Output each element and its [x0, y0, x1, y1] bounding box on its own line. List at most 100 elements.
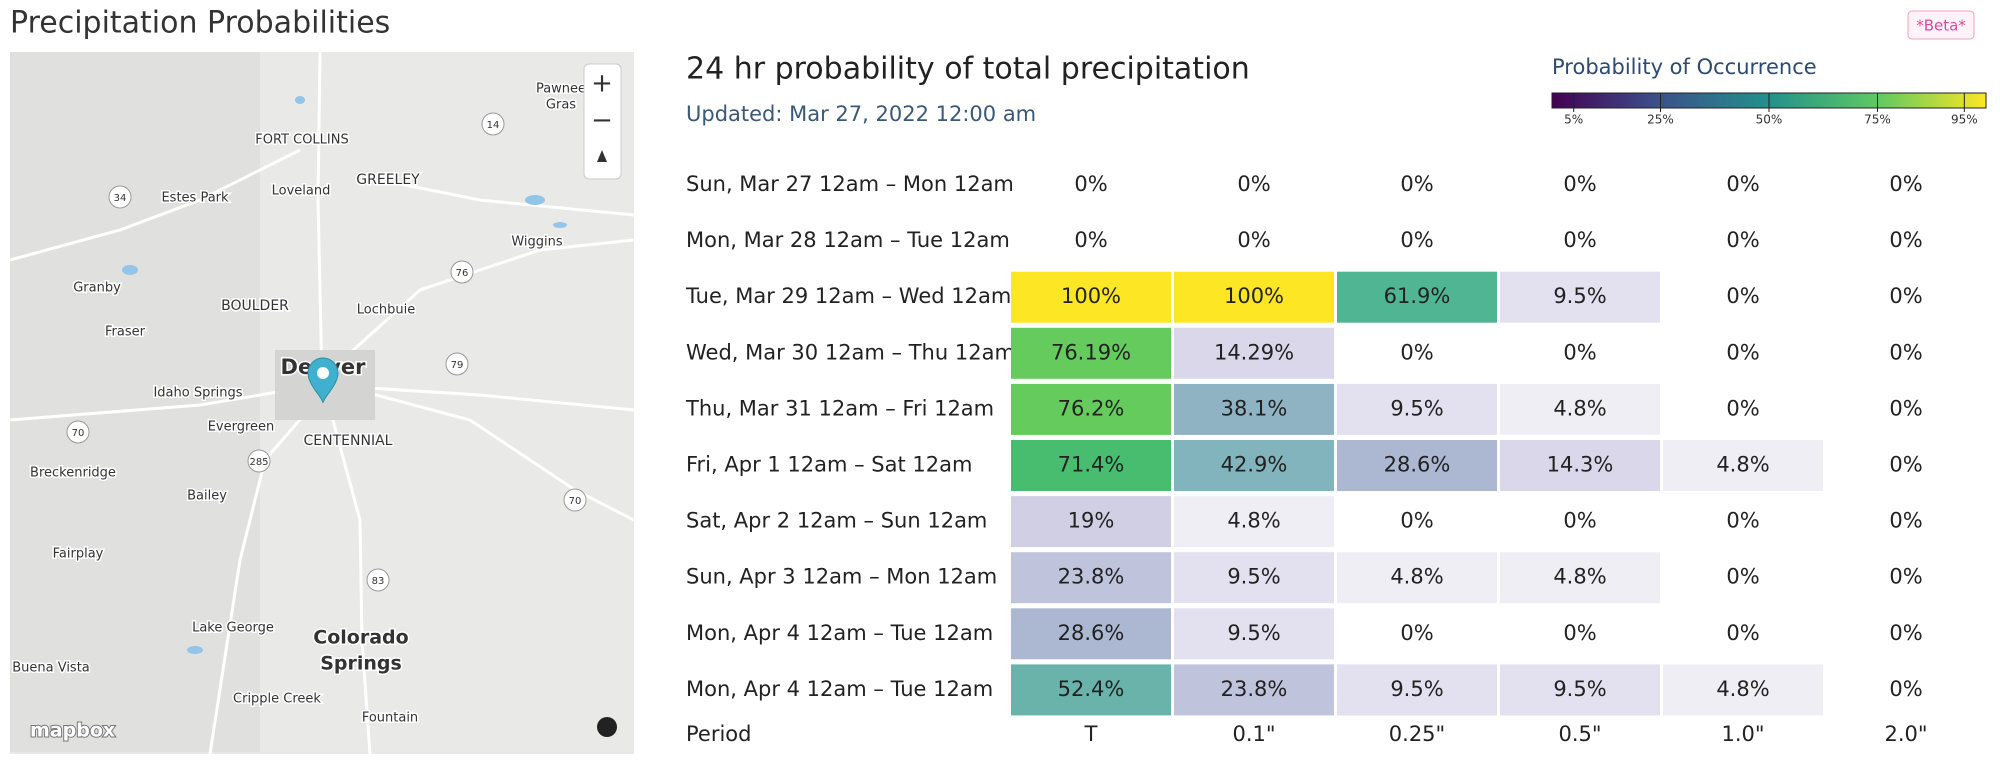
map-attribution: mapbox — [30, 720, 115, 742]
probability-value: 52.4% — [1058, 677, 1125, 701]
probability-value: 9.5% — [1553, 284, 1606, 308]
map[interactable]: FORT COLLINS GREELEY Loveland Estes Park Wig… — [10, 52, 634, 754]
map-label: Evergreen — [208, 420, 275, 435]
road-shield — [481, 112, 505, 136]
probability-cell — [1011, 271, 1171, 323]
probability-cell — [1011, 383, 1171, 435]
probability-cell — [1174, 664, 1334, 716]
probability-value: 0% — [1726, 340, 1759, 364]
road-shield — [66, 420, 90, 444]
map-label: Wiggins — [511, 235, 563, 250]
probability-cell — [1174, 383, 1334, 435]
zoom-controls — [583, 63, 622, 180]
probability-value: 0% — [1237, 172, 1270, 196]
probability-value: 0% — [1563, 621, 1596, 645]
probability-value: 0% — [1074, 228, 1107, 252]
period-label: Tue, Mar 29 12am – Wed 12am — [685, 284, 1011, 308]
probability-cell — [1337, 552, 1497, 604]
pin-dot — [317, 367, 329, 379]
probability-value: 4.8% — [1227, 509, 1280, 533]
map-label: Granby — [73, 281, 121, 296]
probability-cell — [1500, 664, 1660, 716]
probability-value: 0% — [1400, 509, 1433, 533]
column-header: T — [1084, 722, 1098, 746]
map-label: Loveland — [272, 184, 331, 199]
probability-value: 0% — [1563, 509, 1596, 533]
column-header: 2.0" — [1884, 722, 1927, 746]
probability-value: 0% — [1889, 621, 1922, 645]
road-shield-label: 285 — [249, 457, 268, 468]
probability-cell — [1174, 327, 1334, 379]
probability-value: 0% — [1074, 172, 1107, 196]
probability-value: 0% — [1726, 621, 1759, 645]
probability-value: 9.5% — [1390, 396, 1443, 420]
probability-cell — [1500, 552, 1660, 604]
road-shield — [247, 449, 271, 473]
probability-value: 23.8% — [1058, 565, 1125, 589]
location-pin[interactable] — [307, 357, 339, 404]
page-title: Precipitation Probabilities — [10, 6, 390, 41]
probability-value: 0% — [1889, 677, 1922, 701]
probability-cell — [1174, 440, 1334, 491]
road-shield-label: 70 — [569, 496, 582, 507]
probability-value: 4.8% — [1716, 453, 1769, 477]
lakes — [122, 96, 567, 654]
probability-cell — [1500, 383, 1660, 435]
probability-value: 19% — [1068, 509, 1115, 533]
map-label: Breckenridge — [30, 466, 116, 481]
beta-badge-text: *Beta* — [1916, 17, 1966, 35]
map-label: Lochbuie — [357, 303, 415, 318]
probability-cell — [1174, 496, 1334, 548]
probability-value: 9.5% — [1227, 621, 1280, 645]
map-label: Colorado — [313, 627, 408, 649]
probability-value: 0% — [1889, 565, 1922, 589]
road-shield-label: 70 — [72, 428, 85, 439]
map-label: Lake George — [192, 621, 274, 636]
road-shield-label: 76 — [456, 268, 469, 279]
probability-cell — [1663, 440, 1823, 491]
probability-value: 0% — [1563, 172, 1596, 196]
map-label: Bailey — [187, 489, 227, 504]
compass[interactable] — [597, 150, 607, 162]
probability-cell — [1011, 552, 1171, 604]
period-label: Sat, Apr 2 12am – Sun 12am — [686, 509, 987, 533]
probability-value: 0% — [1563, 340, 1596, 364]
period-label: Thu, Mar 31 12am – Fri 12am — [685, 396, 994, 420]
probability-value: 0% — [1889, 228, 1922, 252]
probability-value: 0% — [1726, 509, 1759, 533]
map-label: Fraser — [105, 325, 146, 340]
probability-value: 4.8% — [1390, 565, 1443, 589]
map-label: Buena Vista — [12, 661, 90, 676]
period-label: Mon, Mar 28 12am – Tue 12am — [686, 228, 1010, 252]
road-shield — [445, 352, 469, 376]
probability-value: 9.5% — [1553, 677, 1606, 701]
probability-cell — [1174, 608, 1334, 660]
info-button[interactable] — [597, 717, 617, 737]
probability-cell — [1011, 496, 1171, 548]
zoom-in[interactable]: + — [591, 69, 613, 99]
column-header: 0.25" — [1389, 722, 1445, 746]
probability-value: 28.6% — [1384, 453, 1451, 477]
probability-value: 0% — [1563, 228, 1596, 252]
probability-value: 0% — [1889, 396, 1922, 420]
probability-value: 0% — [1726, 396, 1759, 420]
probability-value: 0% — [1400, 340, 1433, 364]
probability-cell — [1337, 664, 1497, 716]
road-shield-label: 34 — [114, 193, 127, 204]
probability-value: 0% — [1889, 453, 1922, 477]
probability-cell — [1011, 664, 1171, 716]
probability-value: 76.19% — [1051, 340, 1131, 364]
zoom-out[interactable]: − — [591, 106, 613, 136]
roads — [10, 52, 634, 754]
probability-value: 0% — [1726, 172, 1759, 196]
map-label: GREELEY — [356, 172, 420, 188]
probability-value: 4.8% — [1553, 396, 1606, 420]
period-label: Sun, Apr 3 12am – Mon 12am — [686, 565, 997, 589]
updated-time: Updated: Mar 27, 2022 12:00 am — [686, 102, 1036, 126]
period-label: Sun, Mar 27 12am – Mon 12am — [686, 172, 1014, 196]
road-shield-label: 14 — [487, 120, 500, 131]
probability-cell — [1174, 552, 1334, 604]
probability-value: 0% — [1726, 228, 1759, 252]
probability-cell — [1500, 440, 1660, 491]
